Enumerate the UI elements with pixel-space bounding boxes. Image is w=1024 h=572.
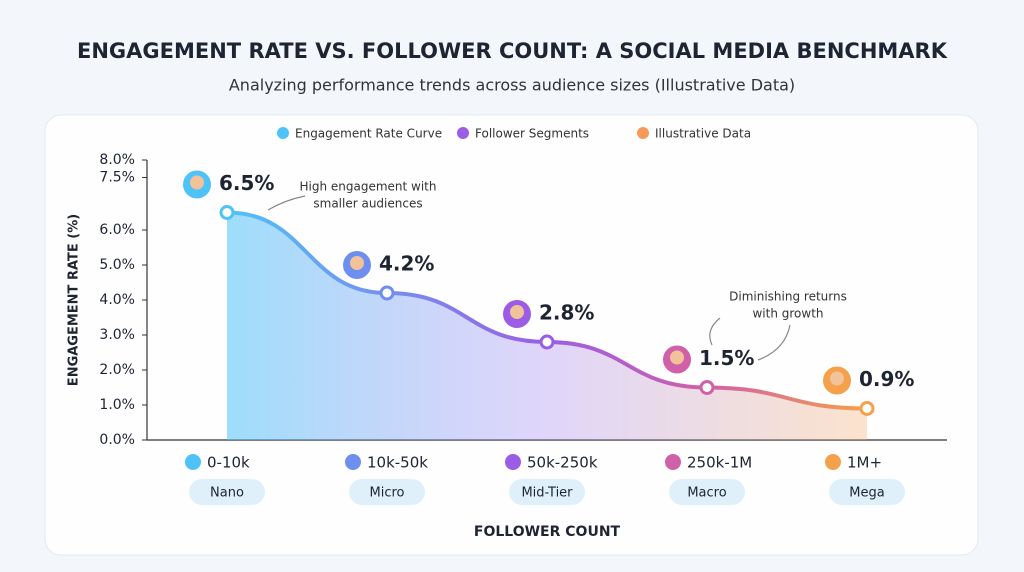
annotation: Diminishing returns bbox=[729, 290, 847, 304]
legend-label: Follower Segments bbox=[475, 127, 589, 141]
segment-label: Nano bbox=[210, 486, 244, 501]
segment-label: Macro bbox=[687, 486, 726, 501]
legend-swatch bbox=[277, 127, 289, 139]
avatar-face bbox=[190, 175, 204, 190]
y-tick-label: 1.0% bbox=[99, 397, 135, 413]
annotation-arrow bbox=[757, 324, 791, 361]
y-tick-label: 5.0% bbox=[99, 257, 135, 273]
segment-pill bbox=[349, 479, 425, 505]
segment-pill bbox=[509, 479, 585, 505]
x-tick-label: 1M+ bbox=[847, 454, 882, 472]
y-tick-label: 6.0% bbox=[99, 222, 135, 238]
point bbox=[379, 285, 395, 301]
value-label: 2.8% bbox=[539, 301, 594, 325]
segment-label: Micro bbox=[370, 486, 405, 501]
segment-label: Mega bbox=[849, 486, 884, 501]
value-label: 0.9% bbox=[859, 367, 914, 391]
legend-swatch bbox=[457, 127, 469, 139]
category-icon bbox=[825, 454, 841, 470]
value-label: 4.2% bbox=[379, 252, 434, 276]
avatar-face bbox=[510, 305, 524, 319]
value-label: 6.5% bbox=[219, 171, 274, 195]
value-label: 1.5% bbox=[699, 346, 754, 370]
legend-label: Engagement Rate Curve bbox=[295, 127, 442, 141]
point bbox=[699, 380, 715, 395]
y-tick-label: 7.5% bbox=[99, 170, 135, 186]
x-tick-label: 10k-50k bbox=[367, 454, 428, 472]
legend-swatch bbox=[637, 127, 649, 139]
x-tick-label: 50k-250k bbox=[527, 454, 598, 472]
chart-subtitle: Analyzing performance trends across audi… bbox=[229, 76, 795, 95]
category-icon bbox=[505, 454, 521, 470]
segment-pill bbox=[189, 479, 265, 505]
avatar-face bbox=[350, 256, 364, 270]
annotation: High engagement with bbox=[299, 180, 436, 194]
category-icon bbox=[185, 454, 201, 470]
y-tick-label: 8.0% bbox=[99, 152, 135, 168]
category-icon bbox=[665, 454, 681, 470]
chart-title: ENGAGEMENT RATE VS. FOLLOWER COUNT: A SO… bbox=[77, 39, 948, 63]
annotation-arrow bbox=[709, 317, 721, 346]
annotation: smaller audiences bbox=[313, 197, 422, 211]
area bbox=[227, 212, 867, 440]
point bbox=[219, 205, 235, 220]
x-tick-label: 0-10k bbox=[207, 454, 250, 472]
annotation-arrow bbox=[267, 195, 306, 211]
avatar-face bbox=[830, 371, 844, 386]
card bbox=[44, 114, 979, 556]
y-axis-label: ENGAGEMENT RATE (%) bbox=[67, 214, 82, 386]
legend-label: Illustrative Data bbox=[655, 127, 751, 141]
segment-pill bbox=[669, 479, 745, 505]
point bbox=[859, 401, 875, 416]
point bbox=[539, 334, 555, 350]
x-tick-label: 250k-1M bbox=[687, 454, 752, 472]
y-tick-label: 2.0% bbox=[99, 362, 135, 378]
avatar-face bbox=[670, 350, 684, 365]
y-tick-label: 0.0% bbox=[99, 432, 135, 448]
y-tick-label: 4.0% bbox=[99, 292, 135, 308]
annotation: with growth bbox=[752, 307, 823, 321]
y-tick-label: 3.0% bbox=[99, 327, 135, 343]
segment-label: Mid-Tier bbox=[521, 486, 573, 501]
segment-pill bbox=[829, 479, 905, 505]
category-icon bbox=[345, 454, 361, 470]
x-axis-label: FOLLOWER COUNT bbox=[474, 524, 621, 540]
